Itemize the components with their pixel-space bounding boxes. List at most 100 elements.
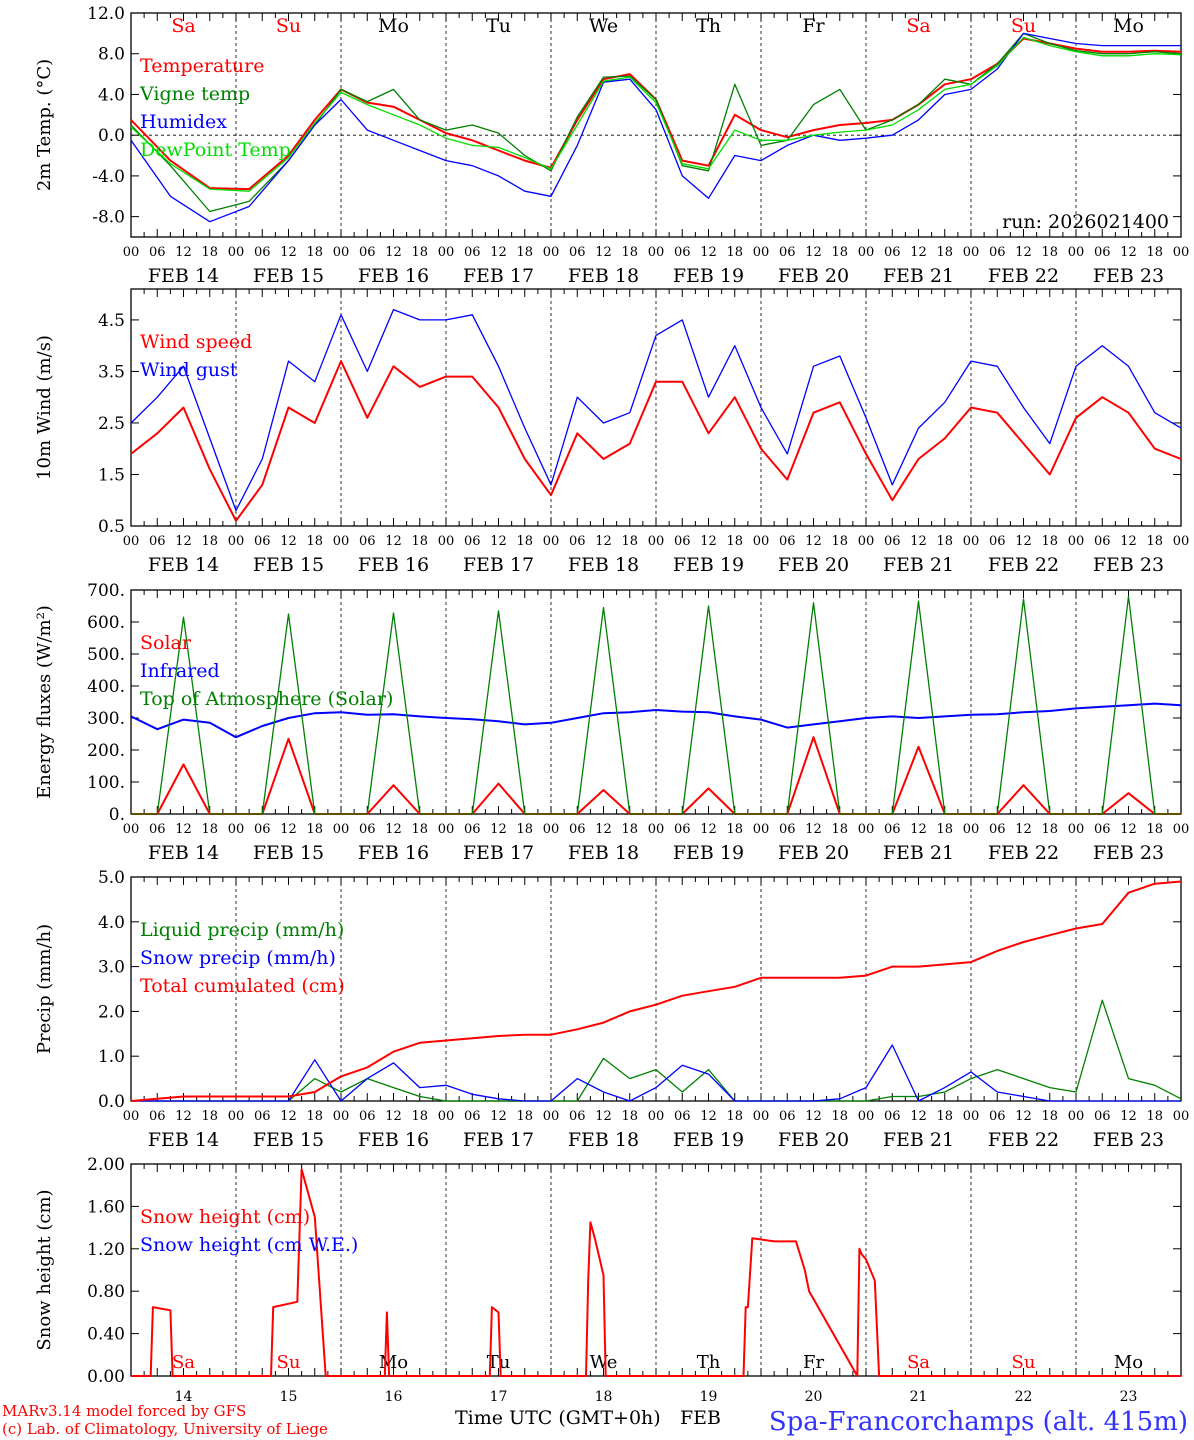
legend-dewpoint-temp: DewPoint Temp xyxy=(140,139,291,161)
date-label: FEB 14 xyxy=(148,1129,219,1151)
hour-tick-label: 18 xyxy=(1146,534,1163,549)
hour-tick-label: 12 xyxy=(595,534,612,549)
hour-tick-label: 06 xyxy=(1094,1109,1111,1124)
hour-tick-label: 00 xyxy=(1068,534,1085,549)
hour-tick-label: 12 xyxy=(1015,245,1032,260)
y-tick-label: 3.5 xyxy=(98,362,125,382)
hour-tick-label: 00 xyxy=(1068,1109,1085,1124)
hour-tick-label: 06 xyxy=(674,534,691,549)
weekday-label: Th xyxy=(697,1352,721,1373)
day-number-label: 18 xyxy=(595,1389,613,1405)
run-label: run: 2026021400 xyxy=(1002,211,1169,233)
date-label: FEB 23 xyxy=(1093,1129,1164,1151)
day-number-label: 22 xyxy=(1015,1389,1033,1405)
weekday-label: Fr xyxy=(803,1352,824,1373)
hour-tick-label: 12 xyxy=(700,1109,717,1124)
hour-tick-label: 18 xyxy=(726,1109,743,1124)
hour-tick-label: 18 xyxy=(306,822,323,837)
hour-tick-label: 18 xyxy=(831,245,848,260)
legend-top-of-atmosphere-solar-: Top of Atmosphere (Solar) xyxy=(140,688,393,710)
hour-tick-label: 12 xyxy=(910,1109,927,1124)
day-number-label: 17 xyxy=(490,1389,508,1405)
y-tick-label: -4.0 xyxy=(92,167,125,187)
hour-tick-label: 12 xyxy=(805,822,822,837)
hour-tick-label: 00 xyxy=(963,245,980,260)
hour-tick-label: 18 xyxy=(1041,1109,1058,1124)
hour-tick-label: 12 xyxy=(175,245,192,260)
hour-tick-label: 06 xyxy=(674,822,691,837)
date-label: FEB 23 xyxy=(1093,554,1164,576)
y-axis-label: Precip (mm/h) xyxy=(34,924,55,1054)
hour-tick-label: 06 xyxy=(149,245,166,260)
hour-tick-label: 00 xyxy=(228,1109,245,1124)
hour-tick-label: 00 xyxy=(858,534,875,549)
hour-tick-label: 18 xyxy=(936,1109,953,1124)
hour-tick-label: 12 xyxy=(700,534,717,549)
hour-tick-label: 00 xyxy=(963,1109,980,1124)
date-label: FEB 18 xyxy=(568,1129,639,1151)
hour-tick-label: 06 xyxy=(359,534,376,549)
hour-tick-label: 06 xyxy=(464,534,481,549)
x-axis-month: FEB xyxy=(680,1407,721,1429)
hour-tick-label: 00 xyxy=(648,534,665,549)
day-number-label: 20 xyxy=(805,1389,823,1405)
legend-snow-precip-mm-h-: Snow precip (mm/h) xyxy=(140,947,336,969)
hour-tick-label: 06 xyxy=(779,534,796,549)
y-tick-label: 0.00 xyxy=(87,1367,125,1387)
hour-tick-label: 06 xyxy=(884,822,901,837)
day-number-label: 14 xyxy=(175,1389,193,1405)
hour-tick-label: 12 xyxy=(1015,534,1032,549)
hour-tick-label: 06 xyxy=(254,534,271,549)
hour-tick-label: 12 xyxy=(805,245,822,260)
hour-tick-label: 06 xyxy=(464,822,481,837)
series-line-snow-height-cm- xyxy=(131,1168,1181,1377)
y-tick-label: 0. xyxy=(109,805,125,825)
panel-precip: 5.0 4.0 3.0 2.0 1.0 0.0 Precip (mm/h) 00 06 12 18 0… xyxy=(34,868,1189,1151)
date-label: FEB 14 xyxy=(148,842,219,864)
y-tick-label: 400. xyxy=(87,677,125,697)
panel-snow: 2.00 1.60 1.20 0.80 0.40 0.00 Snow height (cm)… xyxy=(34,1155,1182,1405)
hour-tick-label: 12 xyxy=(595,822,612,837)
hour-tick-label: 00 xyxy=(333,822,350,837)
hour-tick-label: 18 xyxy=(726,245,743,260)
hour-tick-label: 00 xyxy=(753,245,770,260)
weekday-label: Mo xyxy=(1114,1352,1143,1373)
hour-tick-label: 06 xyxy=(254,245,271,260)
weekday-label: Sa xyxy=(907,1352,930,1373)
hour-tick-label: 18 xyxy=(201,822,218,837)
hour-tick-label: 00 xyxy=(438,822,455,837)
hour-tick-label: 00 xyxy=(963,534,980,549)
hour-tick-label: 18 xyxy=(1041,245,1058,260)
hour-tick-label: 06 xyxy=(989,245,1006,260)
legend-snow-height-cm-: Snow height (cm) xyxy=(140,1206,310,1228)
hour-tick-label: 18 xyxy=(1146,1109,1163,1124)
hour-tick-label: 12 xyxy=(805,534,822,549)
date-label: FEB 18 xyxy=(568,265,639,287)
hour-tick-label: 18 xyxy=(621,1109,638,1124)
hour-tick-label: 06 xyxy=(464,1109,481,1124)
weekday-label: Mo xyxy=(378,15,409,37)
panel-energy: 700. 600. 500. 400. 300. 200. 100. 0. Energy flu… xyxy=(34,581,1189,864)
date-label: FEB 16 xyxy=(358,554,429,576)
series-line-vigne-temp xyxy=(130,32,1182,213)
y-axis-label: Energy fluxes (W/m²) xyxy=(34,605,55,799)
hour-tick-label: 00 xyxy=(228,534,245,549)
hour-tick-label: 06 xyxy=(1094,534,1111,549)
y-tick-label: 3.0 xyxy=(98,958,125,978)
hour-tick-label: 18 xyxy=(831,822,848,837)
hour-tick-label: 06 xyxy=(569,534,586,549)
weekday-label: Tu xyxy=(486,15,511,37)
y-tick-label: 1.60 xyxy=(87,1197,125,1217)
hour-tick-label: 00 xyxy=(333,245,350,260)
series-line-total-cumulated-cm- xyxy=(130,880,1182,1102)
hour-tick-label: 06 xyxy=(779,245,796,260)
legend-wind-speed: Wind speed xyxy=(140,331,252,353)
weekday-label: Su xyxy=(277,1352,301,1373)
hour-tick-label: 12 xyxy=(595,245,612,260)
hour-tick-label: 06 xyxy=(884,534,901,549)
date-label: FEB 17 xyxy=(463,842,534,864)
y-tick-label: 700. xyxy=(87,581,125,601)
date-label: FEB 21 xyxy=(883,554,954,576)
panel-temperature: 12.0 8.0 4.0 0.0 -4.0 -8.0 2m Temp. (°C) 00 06 12… xyxy=(34,4,1189,287)
y-tick-label: 600. xyxy=(87,613,125,633)
